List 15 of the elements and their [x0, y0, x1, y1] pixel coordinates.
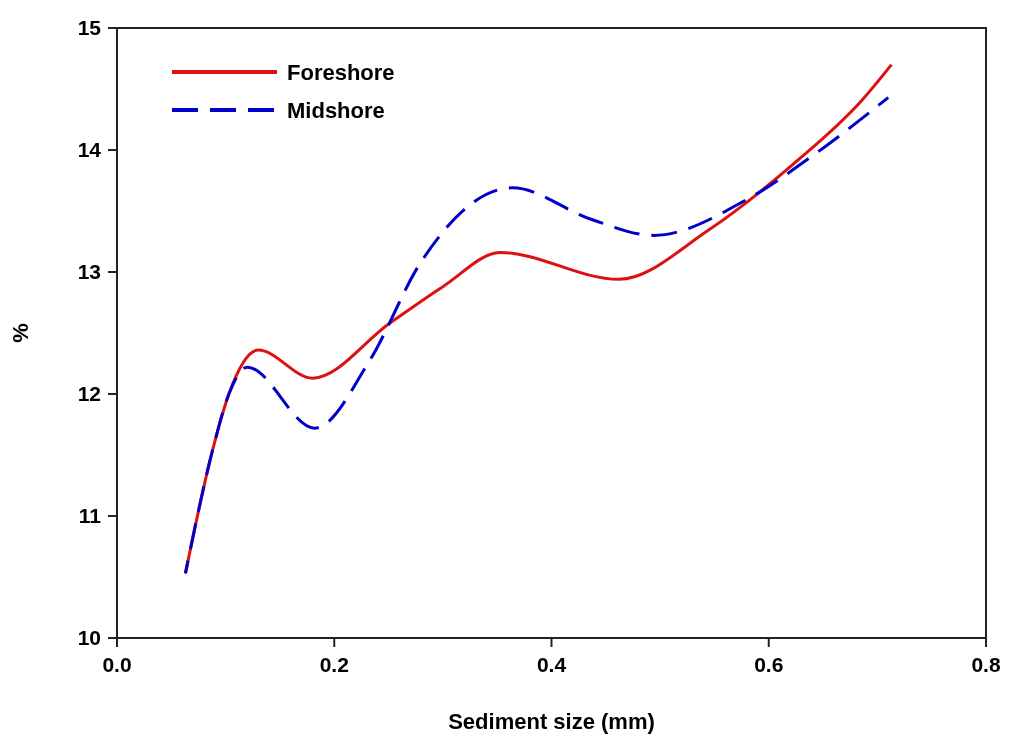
y-tick-label: 10 [77, 626, 101, 649]
y-tick-label: 12 [77, 382, 101, 405]
legend-label: Foreshore [287, 60, 395, 85]
x-tick-label: 0.0 [102, 653, 132, 676]
x-tick-label: 0.2 [319, 653, 349, 676]
y-tick-label: 15 [77, 16, 102, 39]
legend-label: Midshore [287, 98, 385, 123]
x-axis-title: Sediment size (mm) [448, 709, 655, 734]
y-tick-label: 14 [77, 138, 102, 161]
x-tick-label: 0.4 [536, 653, 567, 676]
y-tick-label: 11 [78, 504, 102, 527]
y-axis-title: % [8, 323, 33, 343]
x-tick-label: 0.8 [971, 653, 1001, 676]
y-tick-label: 13 [77, 260, 101, 283]
x-tick-label: 0.6 [754, 653, 784, 676]
